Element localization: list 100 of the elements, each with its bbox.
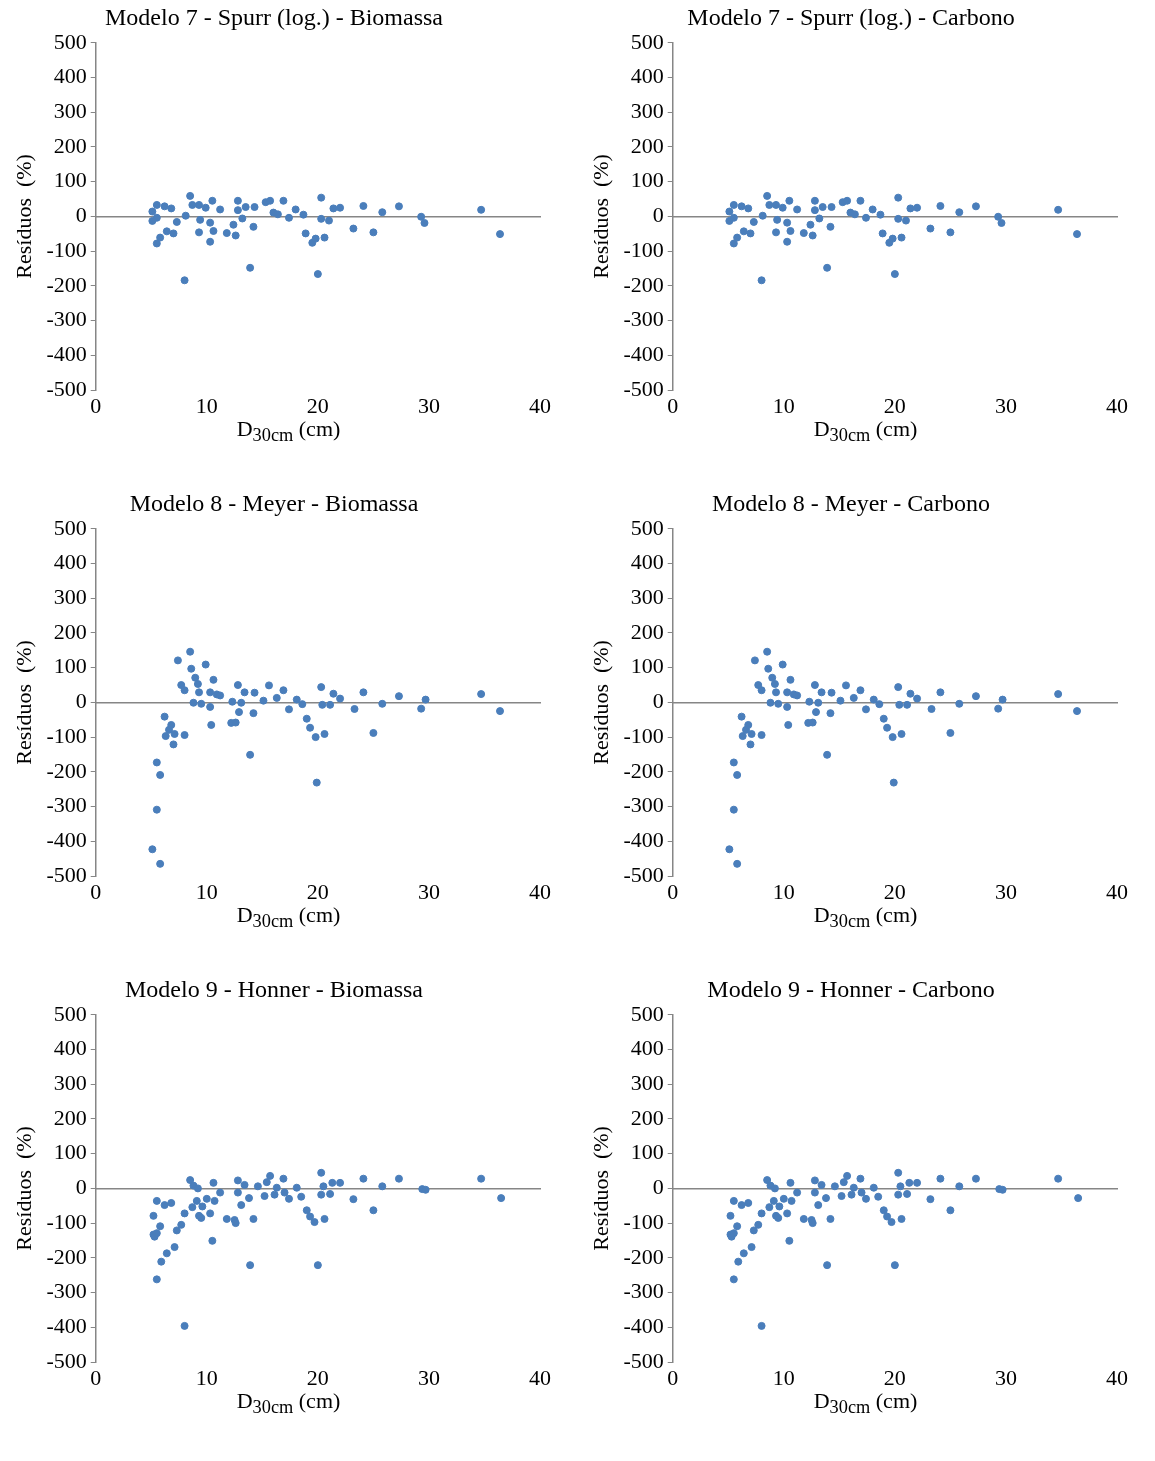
x-tick-label: 10 bbox=[195, 878, 218, 904]
y-tick-label: 500 bbox=[53, 28, 87, 54]
y-tick-label: 200 bbox=[53, 1104, 87, 1130]
x-tick-label: 10 bbox=[772, 878, 795, 904]
y-axis-title: Resíduos (%) bbox=[10, 154, 36, 279]
x-tick-label: 20 bbox=[306, 1364, 329, 1390]
y-tick-label: -100 bbox=[623, 236, 664, 262]
chart-title: Modelo 7 - Spurr (log.) - Carbono bbox=[687, 3, 1015, 30]
y-tick-label: -100 bbox=[623, 1208, 664, 1234]
y-tick-label: -400 bbox=[623, 341, 664, 367]
x-tick-label: 30 bbox=[417, 392, 440, 418]
y-tick-label: 500 bbox=[53, 514, 87, 540]
x-tick-label: 30 bbox=[994, 1364, 1017, 1390]
x-tick-label: 40 bbox=[529, 1364, 551, 1390]
y-tick-label: 500 bbox=[53, 1000, 87, 1026]
y-tick-label: -500 bbox=[46, 861, 87, 887]
y-tick-label: 0 bbox=[652, 688, 664, 714]
y-tick-label: -200 bbox=[623, 757, 664, 783]
y-tick-label: 200 bbox=[630, 132, 664, 158]
y-tick-label: 400 bbox=[630, 63, 664, 89]
y-axis-title: Resíduos (%) bbox=[587, 154, 613, 279]
x-tick-label: 20 bbox=[306, 392, 329, 418]
y-tick-label: 100 bbox=[630, 167, 664, 193]
x-tick-label: 40 bbox=[1106, 1364, 1128, 1390]
y-tick-label: -100 bbox=[623, 722, 664, 748]
y-tick-label: 300 bbox=[630, 98, 664, 124]
x-tick-label: 30 bbox=[417, 1364, 440, 1390]
y-tick-label: 0 bbox=[75, 688, 87, 714]
y-tick-label: -200 bbox=[46, 757, 87, 783]
y-tick-label: -500 bbox=[623, 1347, 664, 1373]
x-tick-label: 10 bbox=[772, 1364, 795, 1390]
x-axis-title: D$_{30cm}$ (cm) bbox=[812, 1388, 919, 1419]
y-axis-title: Resíduos (%) bbox=[10, 1126, 36, 1251]
y-tick-label: 0 bbox=[75, 1174, 87, 1200]
y-tick-label: 0 bbox=[652, 1174, 664, 1200]
y-tick-label: 100 bbox=[53, 1139, 87, 1165]
chart-title: Modelo 8 - Meyer - Carbono bbox=[712, 489, 990, 516]
x-tick-label: 30 bbox=[994, 878, 1017, 904]
y-tick-label: 200 bbox=[53, 132, 87, 158]
y-tick-label: 100 bbox=[53, 653, 87, 679]
chart-title: Modelo 7 - Spurr (log.) - Biomassa bbox=[105, 3, 444, 30]
y-tick-label: 100 bbox=[630, 653, 664, 679]
y-tick-label: 100 bbox=[630, 1139, 664, 1165]
y-tick-label: -300 bbox=[46, 1278, 87, 1304]
y-tick-label: -300 bbox=[623, 792, 664, 818]
y-tick-label: 300 bbox=[53, 584, 87, 610]
y-tick-label: -500 bbox=[623, 375, 664, 401]
x-axis-title: D$_{30cm}$ (cm) bbox=[235, 902, 342, 933]
y-tick-label: 400 bbox=[630, 549, 664, 575]
x-tick-label: 10 bbox=[772, 392, 795, 418]
y-tick-label: -300 bbox=[46, 306, 87, 332]
x-tick-label: 40 bbox=[1106, 878, 1128, 904]
y-tick-label: -400 bbox=[623, 827, 664, 853]
y-tick-label: 500 bbox=[630, 1000, 664, 1026]
y-tick-label: -300 bbox=[623, 1278, 664, 1304]
y-tick-label: 400 bbox=[630, 1035, 664, 1061]
y-tick-label: -100 bbox=[46, 1208, 87, 1234]
y-axis-title: Resíduos (%) bbox=[10, 640, 36, 765]
x-tick-label: 40 bbox=[529, 878, 551, 904]
y-tick-label: 400 bbox=[53, 549, 87, 575]
x-tick-label: 40 bbox=[529, 392, 551, 418]
y-tick-label: 500 bbox=[630, 514, 664, 540]
x-axis-title: D$_{30cm}$ (cm) bbox=[235, 416, 342, 447]
y-axis-title: Resíduos (%) bbox=[587, 640, 613, 765]
y-tick-label: -500 bbox=[623, 861, 664, 887]
y-tick-label: -200 bbox=[623, 1243, 664, 1269]
y-tick-label: -300 bbox=[46, 792, 87, 818]
y-tick-label: 300 bbox=[630, 1070, 664, 1096]
x-tick-label: 40 bbox=[1106, 392, 1128, 418]
y-tick-label: 200 bbox=[630, 1104, 664, 1130]
chart-title: Modelo 9 - Honner - Biomassa bbox=[125, 975, 424, 1002]
chart-title: Modelo 9 - Honner - Carbono bbox=[707, 975, 995, 1002]
y-tick-label: 0 bbox=[75, 202, 87, 228]
y-tick-label: -400 bbox=[623, 1313, 664, 1339]
y-tick-label: 100 bbox=[53, 167, 87, 193]
x-tick-label: 20 bbox=[883, 392, 906, 418]
x-axis-title: D$_{30cm}$ (cm) bbox=[235, 1388, 342, 1419]
x-axis-title: D$_{30cm}$ (cm) bbox=[812, 902, 919, 933]
y-tick-label: 400 bbox=[53, 1035, 87, 1061]
x-tick-label: 20 bbox=[883, 878, 906, 904]
y-tick-label: 300 bbox=[630, 584, 664, 610]
y-tick-label: 200 bbox=[630, 618, 664, 644]
y-tick-label: 500 bbox=[630, 28, 664, 54]
y-tick-label: 300 bbox=[53, 1070, 87, 1096]
y-tick-label: -500 bbox=[46, 375, 87, 401]
y-tick-label: -400 bbox=[46, 1313, 87, 1339]
y-tick-label: -400 bbox=[46, 341, 87, 367]
y-tick-label: 400 bbox=[53, 63, 87, 89]
y-tick-label: -100 bbox=[46, 236, 87, 262]
y-tick-label: 200 bbox=[53, 618, 87, 644]
y-tick-label: -200 bbox=[46, 1243, 87, 1269]
x-axis-title: D$_{30cm}$ (cm) bbox=[812, 416, 919, 447]
x-tick-label: 20 bbox=[306, 878, 329, 904]
y-tick-label: -400 bbox=[46, 827, 87, 853]
y-tick-label: 300 bbox=[53, 98, 87, 124]
x-tick-label: 30 bbox=[417, 878, 440, 904]
y-axis-title: Resíduos (%) bbox=[587, 1126, 613, 1251]
y-tick-label: -300 bbox=[623, 306, 664, 332]
x-tick-label: 30 bbox=[994, 392, 1017, 418]
x-tick-label: 20 bbox=[883, 1364, 906, 1390]
